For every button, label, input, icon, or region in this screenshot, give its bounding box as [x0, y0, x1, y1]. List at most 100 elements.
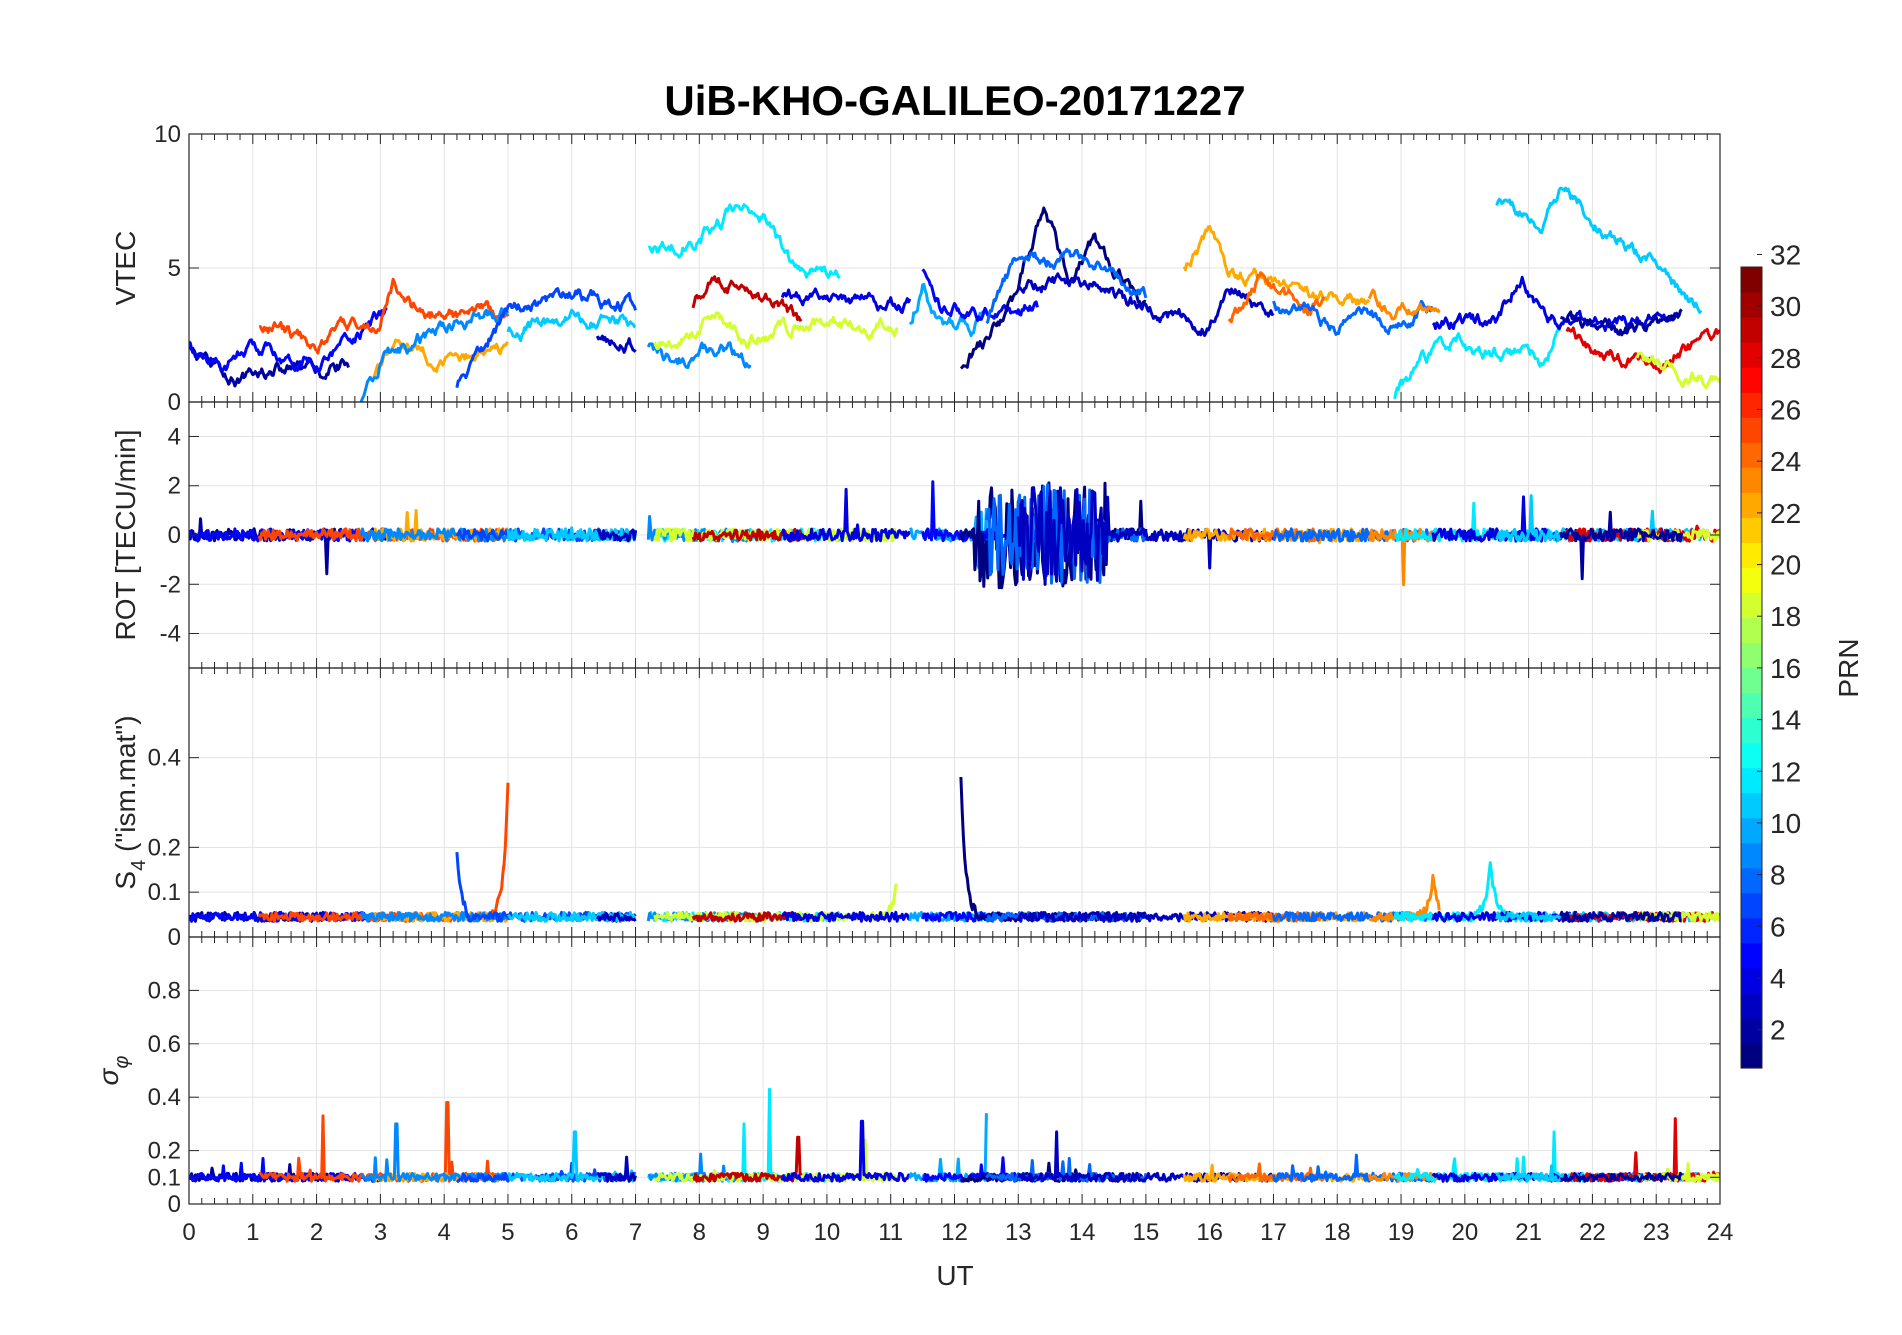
series-prn-26-sigma [258, 1101, 510, 1183]
series-prn-7-vtec [455, 287, 637, 388]
y-tick-label: 0 [168, 389, 181, 416]
y-tick-label: 10 [154, 121, 181, 148]
series-prn-2-rot [1559, 510, 1684, 581]
x-tick-label: 0 [182, 1219, 195, 1246]
colorbar-tick-label: 30 [1770, 291, 1801, 322]
colorbar-label: PRN [1833, 638, 1864, 697]
series-prn-10-sigma [908, 1113, 988, 1183]
x-tick-label: 7 [629, 1219, 642, 1246]
colorbar-segment [1741, 992, 1762, 1019]
series-prn-11-vtec [1495, 186, 1703, 314]
x-tick-label: 11 [878, 1219, 903, 1246]
series-prn-29-vtec [1565, 326, 1720, 374]
colorbar-segment [1741, 467, 1762, 493]
series-prn-26-vtec [258, 277, 510, 355]
x-tick-label: 12 [941, 1219, 968, 1246]
y-tick-label: 0.2 [148, 834, 181, 861]
series-prn-24-vtec [1367, 288, 1441, 321]
series-prn-1-vtec [959, 206, 1147, 370]
y-tick-label: 0 [168, 1191, 181, 1218]
colorbar-segment [1741, 967, 1762, 994]
colorbar-tick-label: 20 [1770, 550, 1801, 581]
panel-sigma: 00.10.2 0.4 0.6 0.8 σφ [93, 936, 1721, 1218]
x-tick-label: 15 [1133, 1219, 1160, 1246]
colorbar-tick-label: 2 [1770, 1015, 1786, 1046]
colorbar-segment [1741, 392, 1762, 418]
series-group [189, 186, 1720, 402]
y-tick-label: 0.4 [148, 1084, 181, 1111]
colorbar-segment [1741, 842, 1762, 869]
series-prn-4-vtec [780, 287, 912, 314]
series-prn-3-s4 [596, 912, 637, 922]
colorbar-tick-label: 26 [1770, 395, 1801, 426]
series-group [189, 1087, 1720, 1183]
series-prn-2-sigma [1560, 1171, 1684, 1183]
series-prn-12-vtec [647, 203, 841, 280]
series-prn-3-rot [596, 528, 637, 543]
x-tick-label: 13 [1005, 1219, 1032, 1246]
colorbar-tick-label: 32 [1770, 239, 1801, 270]
colorbar-tick-label: 10 [1770, 808, 1801, 839]
colorbar-tick-label: 18 [1770, 601, 1801, 632]
x-tick-label: 9 [756, 1219, 769, 1246]
series-prn-9-vtec [359, 307, 510, 402]
x-tick-label: 19 [1388, 1219, 1415, 1246]
panel-s4: 00.10.20.4S4 ("ism.mat") [110, 667, 1721, 951]
x-tick-label: 1 [246, 1219, 259, 1246]
series-prn-3-vtec [1017, 272, 1275, 337]
series-prn-12-sigma [646, 1087, 840, 1183]
series-group [189, 776, 1720, 923]
series-prn-3-vtec [595, 334, 637, 354]
colorbar-segment [1741, 542, 1762, 568]
series-prn-26-s4 [257, 782, 510, 923]
y-tick-label: 0 [168, 522, 181, 549]
y-axis-label: VTEC [110, 231, 141, 306]
series-prn-29-sigma [1565, 1117, 1720, 1183]
colorbar-segment [1741, 492, 1762, 518]
series-prn-2-s4 [1559, 910, 1682, 923]
series-prn-12-vtec [1393, 323, 1562, 400]
x-tick-label: 21 [1515, 1219, 1542, 1246]
x-tick-label: 23 [1643, 1219, 1670, 1246]
series-prn-8-vtec [985, 247, 1148, 325]
colorbar-segment [1741, 717, 1762, 744]
series-prn-19-vtec [1635, 351, 1720, 390]
series-prn-10-vtec [908, 282, 988, 338]
colorbar-tick-label: 12 [1770, 756, 1801, 787]
colorbar-segment [1741, 1017, 1762, 1044]
series-prn-30-vtec [691, 275, 803, 322]
x-tick-label: 6 [565, 1219, 578, 1246]
colorbar-segment [1741, 442, 1762, 468]
x-tick-label: 22 [1579, 1219, 1606, 1246]
colorbar-tick-label: 22 [1770, 498, 1801, 529]
series-prn-4-rot [780, 487, 912, 543]
series-prn-9-vtec [646, 341, 752, 369]
y-tick-label: 5 [168, 255, 181, 282]
x-tick-label: 20 [1451, 1219, 1478, 1246]
colorbar-segment [1741, 692, 1762, 719]
colorbar-segment [1741, 592, 1762, 619]
colorbar-tick-label: 6 [1770, 911, 1786, 942]
y-axis-label: S4 ("ism.mat") [110, 715, 150, 889]
colorbar-segment [1741, 517, 1762, 543]
series-prn-25-vtec [1227, 271, 1326, 324]
colorbar-segment [1741, 817, 1762, 844]
colorbar-segment [1741, 892, 1762, 919]
colorbar-segment [1741, 267, 1762, 293]
y-tick-label: 0.6 [148, 1031, 181, 1058]
x-tick-label: 2 [310, 1219, 323, 1246]
colorbar-segment [1741, 342, 1762, 368]
series-prn-2-vtec [189, 343, 350, 388]
x-tick-label: 16 [1196, 1219, 1223, 1246]
x-tick-label: 8 [693, 1219, 706, 1246]
y-label-sub: φ [111, 1056, 133, 1069]
chart-title: UiB-KHO-GALILEO-20171227 [664, 77, 1245, 124]
colorbar-segment [1741, 317, 1762, 343]
x-tick-label: 17 [1260, 1219, 1287, 1246]
colorbar-segment [1741, 667, 1762, 694]
colorbar-segment [1741, 567, 1762, 594]
colorbar-segment [1741, 917, 1762, 944]
x-tick-label: 3 [374, 1219, 387, 1246]
